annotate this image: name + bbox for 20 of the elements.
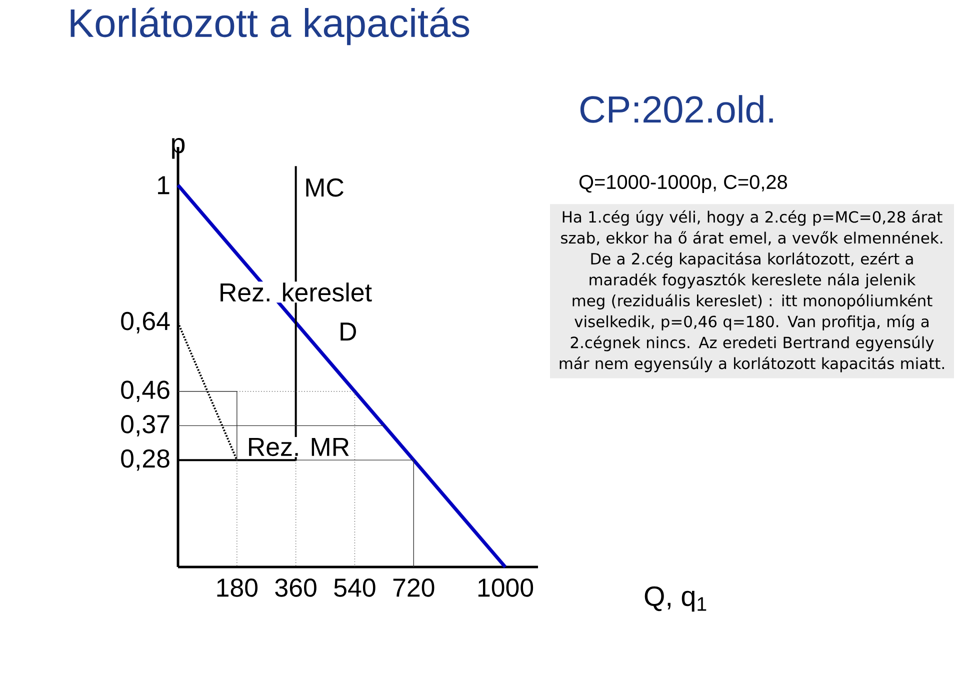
y-tick-label: 0,46: [121, 380, 170, 402]
y-tick-label: 0,37: [121, 415, 170, 436]
x-tick-label: 180: [217, 578, 258, 597]
x-tick-label: 360: [275, 578, 316, 597]
x-tick-label: 720: [393, 578, 434, 597]
y-axis-title: p: [172, 138, 185, 159]
x-tick-label: 540: [334, 578, 376, 597]
y-tick-label: 1: [158, 176, 170, 194]
x-axis-title: Q, q$_{1}$: [644, 586, 706, 612]
x-tick-label: 1000: [478, 578, 534, 597]
series-label: Rez. MR: [249, 438, 349, 456]
y-tick-label: 0,28: [121, 449, 170, 471]
y-tick-label: 0,64: [121, 312, 170, 334]
text: CP:202.old.: [580, 95, 773, 123]
chart-title: Korlátozott a kapacitás: [70, 8, 470, 46]
annotation: Rez. kereslet: [220, 282, 372, 302]
text: Q=1000-1000p, C=0,28: [579, 174, 787, 194]
series-label: D: [340, 322, 356, 340]
series-label: MC: [306, 178, 344, 197]
text: Ha 1.cég úgy véli, hogy a 2.cég p=MC=0,28 árat szab, ekkor ha ő árat emel, a vevők elmennének. De a 2.cég kapacitása korlátozott, ezért a maradék fogyasztók kereslete nála jelenik meg (reziduális kereslet) : itt monopóliumként viselkedik, p=0,46 q=180. Van profitja, míg a 2.cégnek nincs. Az eredeti Bertrand egyensúly már nem egyensúly a korlátozott kapacitás miatt.: [560, 210, 944, 372]
